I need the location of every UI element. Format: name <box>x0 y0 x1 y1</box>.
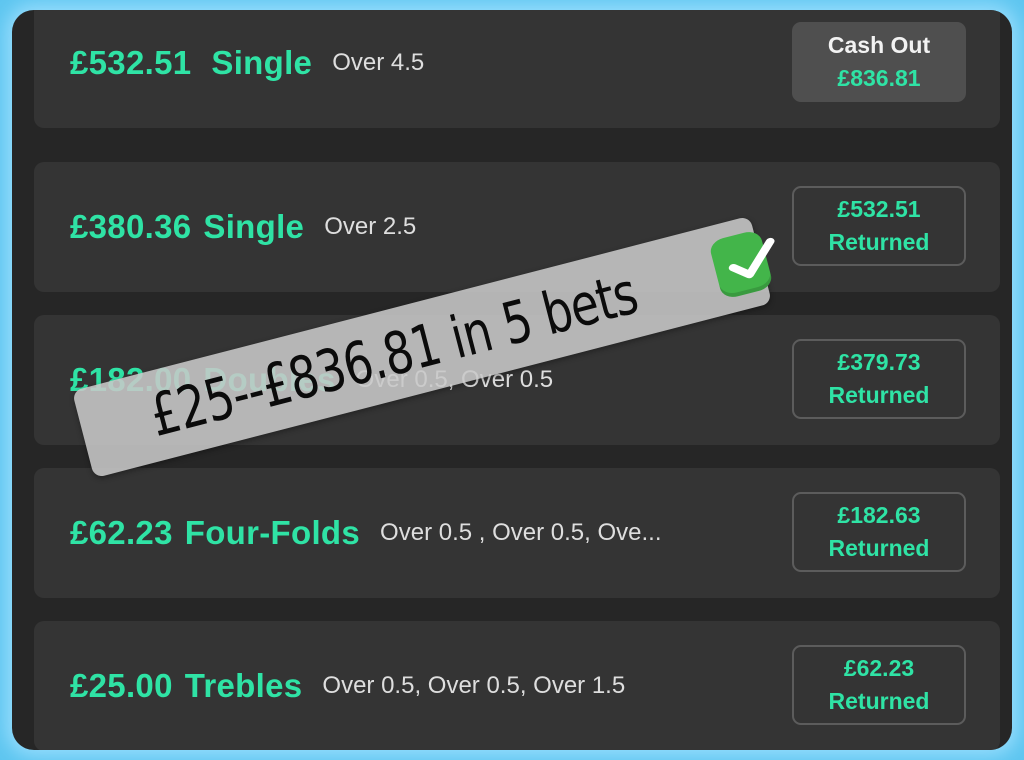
cash-out-button[interactable]: Cash Out £836.81 <box>792 22 966 102</box>
returned-badge: £62.23 Returned <box>792 645 966 725</box>
returned-badge: £532.51 Returned <box>792 186 966 266</box>
bet-type: Four-Folds <box>184 514 361 551</box>
bet-card[interactable]: £25.00 Trebles Over 0.5, Over 0.5, Over … <box>34 621 1000 750</box>
returned-amount: £182.63 <box>837 502 921 528</box>
returned-label: Returned <box>828 688 930 714</box>
returned-label: Returned <box>828 382 930 408</box>
returned-label: Returned <box>828 535 930 561</box>
bet-summary: £25.00 Trebles Over 0.5, Over 0.5, Over … <box>70 621 625 750</box>
returned-amount: £379.73 <box>837 349 921 375</box>
bet-summary: £532.51 Single Over 4.5 <box>70 10 424 128</box>
cash-out-label: Cash Out <box>827 32 931 58</box>
check-mark-button-icon <box>708 228 775 301</box>
returned-label: Returned <box>828 229 930 255</box>
bet-type: Single <box>203 208 305 245</box>
summary-overlay-banner: £25--£836.81 in 5 bets <box>71 215 775 479</box>
bet-selections: Over 0.5, Over 0.5, Over 1.5 <box>322 672 626 699</box>
bet-history-panel: £532.51 Single Over 4.5 Cash Out £836.81… <box>12 10 1012 750</box>
bet-summary: £62.23 Four-Folds Over 0.5 , Over 0.5, O… <box>70 468 661 598</box>
bet-amount: £25.00 <box>70 667 173 704</box>
bet-amount: £532.51 <box>70 44 192 81</box>
cash-out-amount: £836.81 <box>837 65 921 91</box>
bet-type: Trebles <box>184 667 303 704</box>
bet-type: Single <box>211 44 313 81</box>
bet-card[interactable]: £532.51 Single Over 4.5 Cash Out £836.81 <box>34 10 1000 128</box>
bet-selections: Over 2.5 <box>324 213 417 240</box>
bet-card[interactable]: £380.36 Single Over 2.5 £532.51 Returned <box>34 162 1000 292</box>
bet-selections: Over 4.5 <box>332 49 425 76</box>
bet-amount: £62.23 <box>70 514 173 551</box>
returned-amount: £62.23 <box>843 655 915 681</box>
bet-summary: £380.36 Single Over 2.5 <box>70 162 416 292</box>
bet-selections: Over 0.5 , Over 0.5, Ove... <box>380 519 662 546</box>
returned-badge: £182.63 Returned <box>792 492 966 572</box>
bet-amount: £380.36 <box>70 208 192 245</box>
bet-card[interactable]: £62.23 Four-Folds Over 0.5 , Over 0.5, O… <box>34 468 1000 598</box>
returned-badge: £379.73 Returned <box>792 339 966 419</box>
returned-amount: £532.51 <box>837 196 921 222</box>
